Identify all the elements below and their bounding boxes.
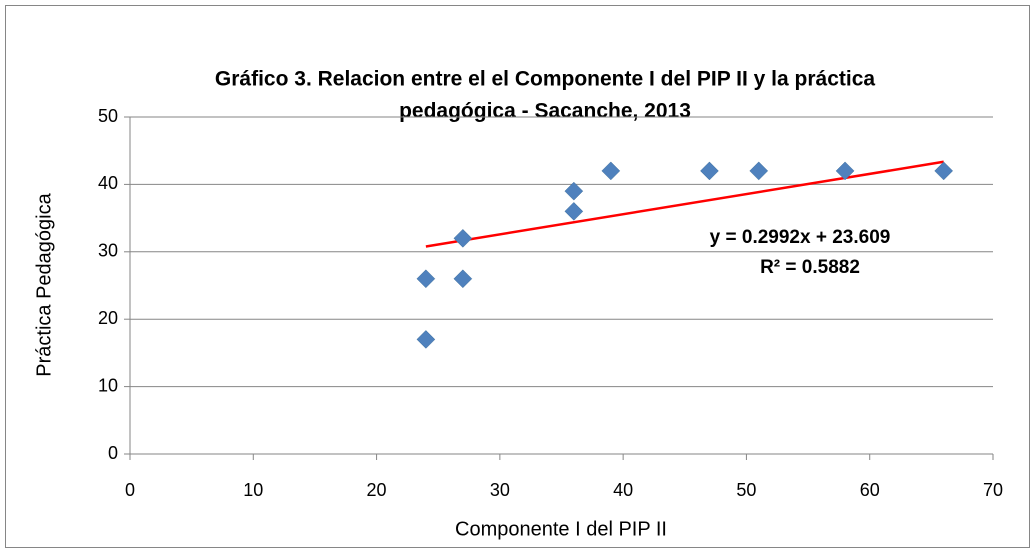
y-tick-label: 30: [98, 241, 118, 261]
x-tick-label: 50: [736, 480, 756, 500]
x-tick-label: 10: [243, 480, 263, 500]
point: [934, 161, 954, 181]
x-tick-label: 20: [367, 480, 387, 500]
point: [564, 181, 584, 201]
x-tick-label: 60: [860, 480, 880, 500]
point: [749, 161, 769, 181]
x-tick-label: 40: [613, 480, 633, 500]
y-tick-label: 50: [98, 106, 118, 126]
point: [835, 161, 855, 181]
point: [416, 269, 436, 289]
point: [601, 161, 621, 181]
y-tick-label: 10: [98, 375, 118, 395]
chart-title: pedagógica - Sacanche, 2013: [399, 100, 691, 123]
chart-border: [5, 5, 1030, 548]
point: [564, 202, 584, 221]
x-tick-label: 70: [983, 480, 1003, 500]
x-axis-label: Componente I del PIP II: [455, 518, 667, 540]
y-tick-label: 0: [108, 443, 118, 463]
trendline: [425, 160, 944, 248]
point: [453, 228, 473, 248]
chart-title: Gráfico 3. Relacion entre el el Componen…: [215, 68, 875, 91]
x-tick-label: 30: [490, 480, 510, 500]
trendline-r2: R² = 0.5882: [760, 257, 860, 278]
x-tick-label: 0: [125, 480, 135, 500]
y-tick-label: 20: [98, 308, 118, 328]
point: [416, 330, 436, 349]
y-tick-label: 40: [98, 173, 118, 193]
point: [700, 161, 719, 181]
y-axis-label: Práctica Pedagógica: [33, 192, 55, 376]
point: [453, 269, 473, 289]
trendline-equation: y = 0.2992x + 23.609: [710, 227, 891, 248]
